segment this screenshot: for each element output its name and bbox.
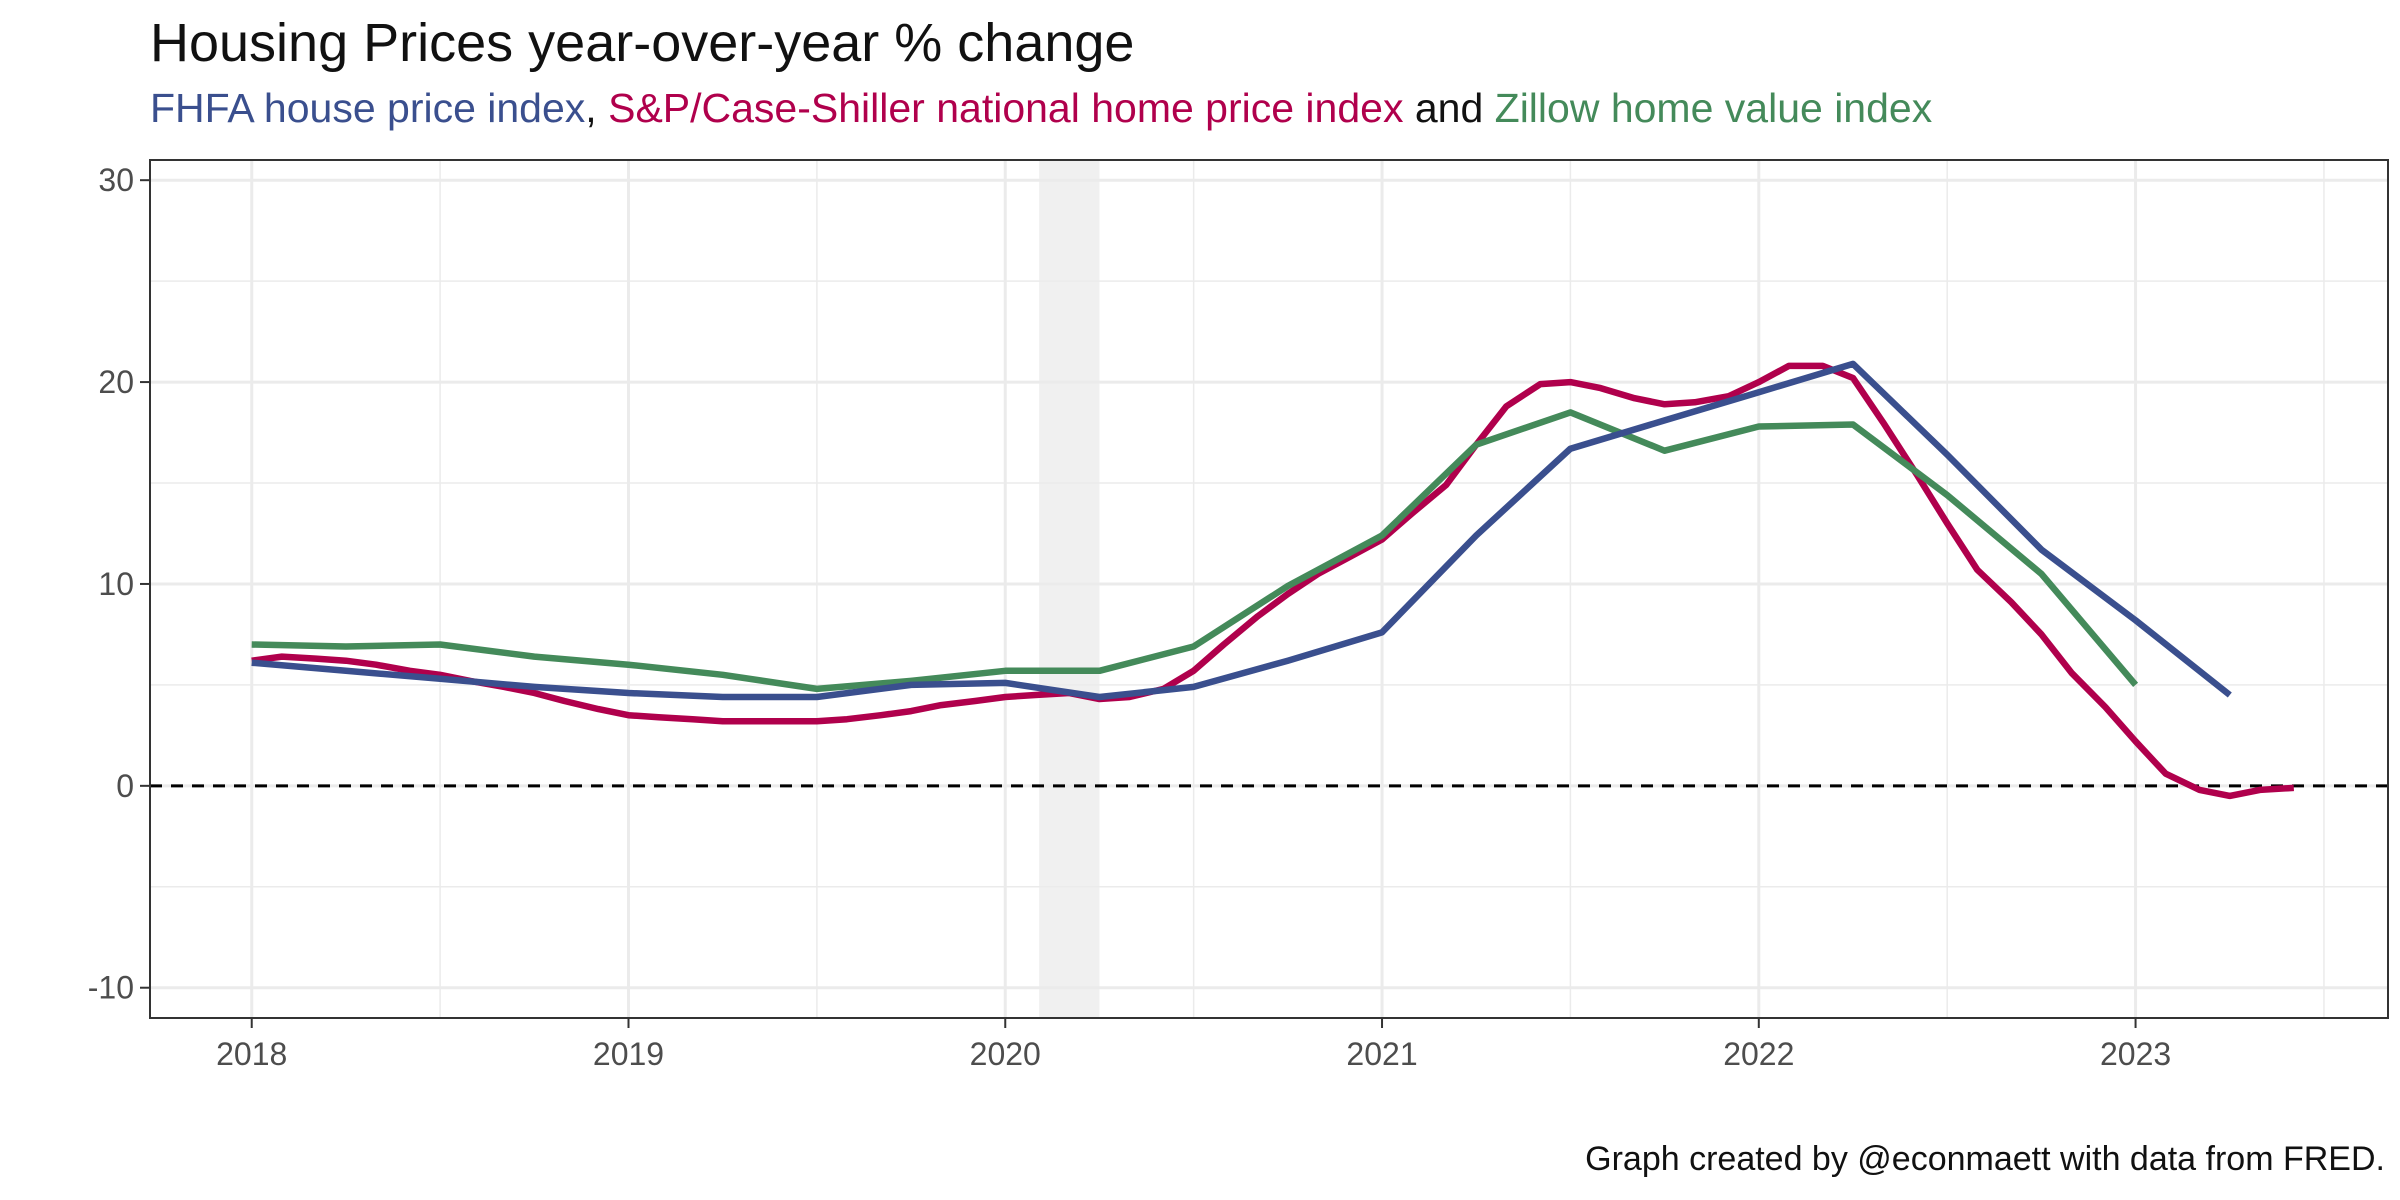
chart-title: Housing Prices year-over-year % change: [150, 13, 1135, 73]
recession-shade-layer: [1039, 160, 1100, 1018]
subtitle-part: S&P/Case-Shiller national home price ind…: [608, 85, 1404, 131]
x-tick-label: 2018: [216, 1036, 287, 1072]
subtitle-part: ,: [585, 85, 609, 131]
y-tick-label: 0: [116, 768, 134, 804]
x-tick-label: 2020: [970, 1036, 1041, 1072]
series-line-2: [251, 360, 2232, 701]
grid-layer: [150, 160, 2388, 1018]
x-tick-label: 2023: [2100, 1036, 2171, 1072]
x-tick-label: 2019: [593, 1036, 664, 1072]
recession-shade: [1039, 160, 1100, 1018]
y-tick-label: 30: [98, 162, 134, 198]
x-tick-label: 2022: [1723, 1036, 1794, 1072]
subtitle-part: Zillow home value index: [1494, 85, 1933, 131]
y-tick-label: -10: [88, 970, 134, 1006]
x-tick-label: 2021: [1346, 1036, 1417, 1072]
series-line-0: [251, 362, 2294, 800]
subtitle-part: FHFA house price index: [150, 85, 586, 131]
y-tick-label: 20: [98, 364, 134, 400]
plot-panel-border: [149, 159, 2389, 1019]
subtitle-part: and: [1403, 85, 1495, 131]
series-line-1: [251, 409, 2139, 693]
chart-subtitle: FHFA house price index, S&P/Case-Shiller…: [150, 85, 1932, 132]
series-layer: [251, 360, 2294, 800]
chart-caption: Graph created by @econmaett with data fr…: [1585, 1140, 2385, 1178]
axis-layer: -10 0 10 20 30 2018 2019 2020 2021 2022 2023: [88, 162, 2171, 1072]
y-tick-label: 10: [98, 566, 134, 602]
